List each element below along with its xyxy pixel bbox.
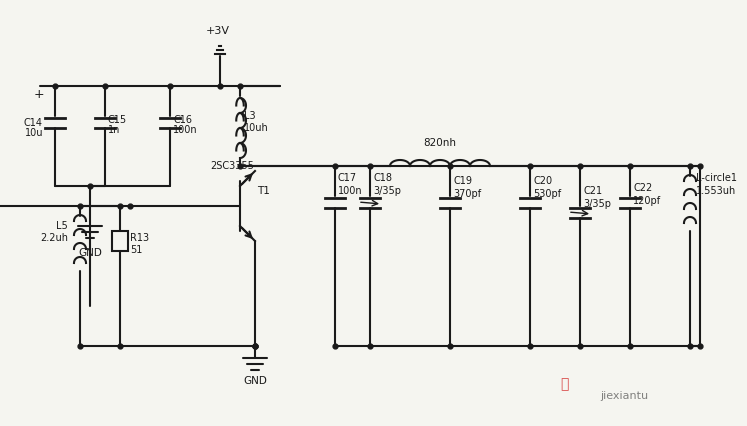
Text: C21: C21 xyxy=(583,186,602,196)
Text: C16: C16 xyxy=(173,115,192,125)
Text: 2.2uh: 2.2uh xyxy=(40,233,68,243)
Text: C22: C22 xyxy=(633,183,652,193)
Text: L3: L3 xyxy=(244,111,255,121)
Text: jiexiantu: jiexiantu xyxy=(600,391,648,401)
Text: 820nh: 820nh xyxy=(424,138,456,148)
Text: L5: L5 xyxy=(56,221,68,231)
Text: 1.553uh: 1.553uh xyxy=(696,186,737,196)
Text: 120pf: 120pf xyxy=(633,196,661,206)
Text: L-circle1: L-circle1 xyxy=(696,173,737,183)
Text: GND: GND xyxy=(78,248,102,258)
Text: 3/35p: 3/35p xyxy=(373,186,401,196)
Text: 51: 51 xyxy=(130,245,143,255)
Text: GND: GND xyxy=(243,376,267,386)
Text: 1n: 1n xyxy=(108,125,120,135)
Text: R13: R13 xyxy=(130,233,149,243)
Text: C18: C18 xyxy=(373,173,392,183)
Text: +: + xyxy=(34,88,44,101)
Bar xyxy=(112,231,128,251)
Text: C19: C19 xyxy=(453,176,472,186)
Text: 100n: 100n xyxy=(173,125,198,135)
Text: C17: C17 xyxy=(338,173,357,183)
Text: 10uh: 10uh xyxy=(244,123,269,133)
Text: 3/35p: 3/35p xyxy=(583,199,611,209)
Text: +3V: +3V xyxy=(206,26,230,36)
Text: 捷: 捷 xyxy=(560,377,568,391)
Text: 10u: 10u xyxy=(25,128,43,138)
Text: 100n: 100n xyxy=(338,186,362,196)
Text: C15: C15 xyxy=(108,115,127,125)
Text: T1: T1 xyxy=(257,186,270,196)
Text: C20: C20 xyxy=(533,176,552,186)
Text: 370pf: 370pf xyxy=(453,189,481,199)
Text: 2SC3355: 2SC3355 xyxy=(210,161,254,171)
Text: 530pf: 530pf xyxy=(533,189,561,199)
Text: C14: C14 xyxy=(24,118,43,128)
